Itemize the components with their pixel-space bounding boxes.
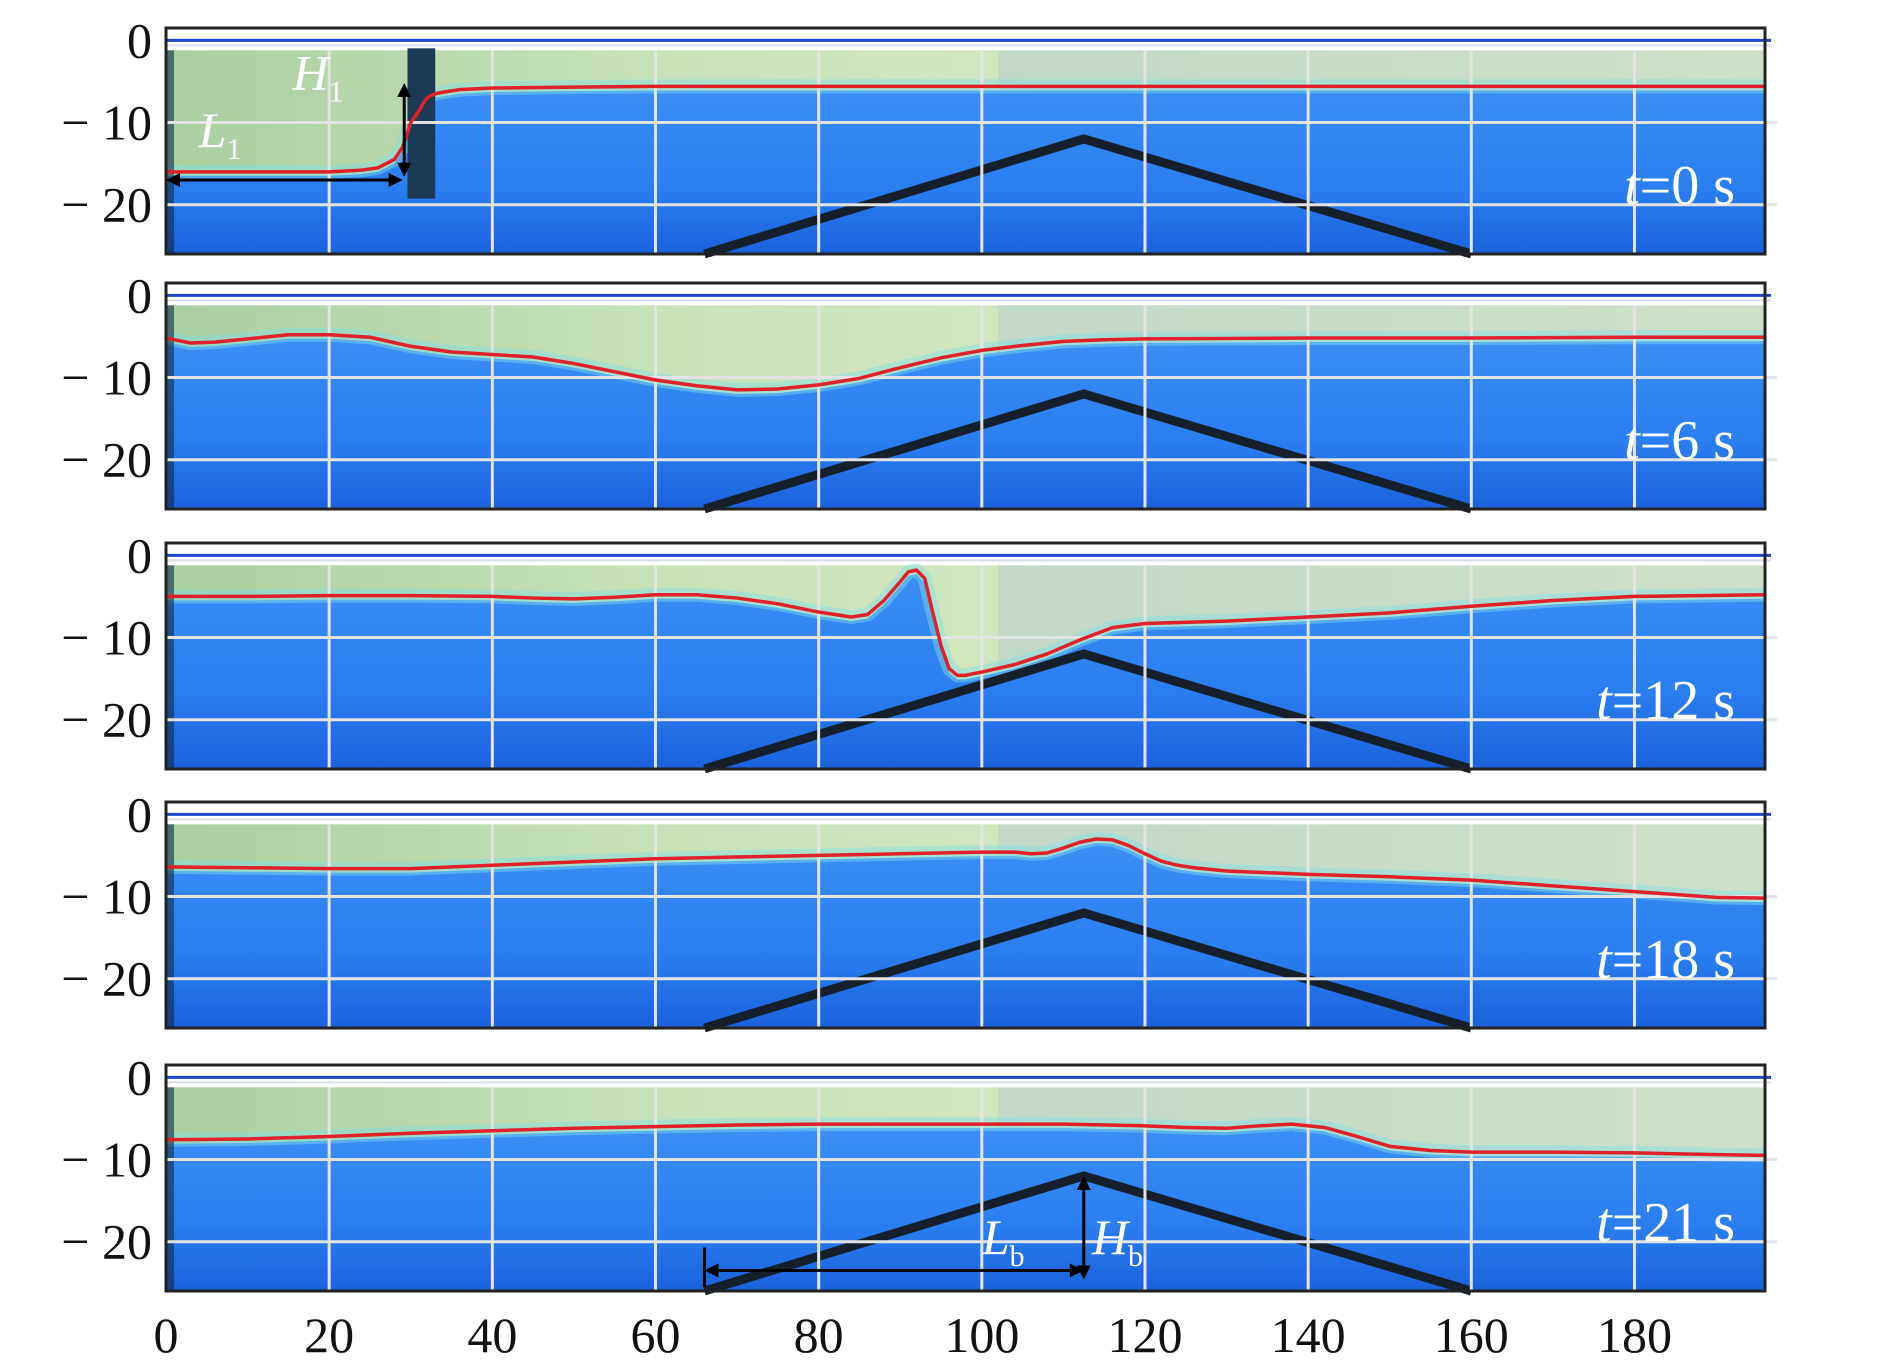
interface-line — [164, 1122, 1767, 1158]
x-tick-label: 20 — [304, 1307, 354, 1363]
left-wall — [166, 305, 174, 509]
x-tick-label: 180 — [1597, 1307, 1672, 1363]
left-wall — [166, 50, 174, 255]
arrow-head-left-icon — [166, 173, 180, 188]
obstacle-ridge — [703, 1171, 1473, 1296]
dense-fluid-region — [166, 842, 1765, 1028]
time-label: t=21 s — [1596, 1192, 1735, 1254]
panel: 0 − 10 − 20 t=0 s L1 H1 — [61, 12, 1777, 259]
interface-line — [164, 333, 1767, 392]
y-tick-label: 0 — [127, 527, 152, 583]
arrow-head-up-icon — [1076, 1175, 1091, 1190]
y-tick-label: − 20 — [61, 692, 152, 748]
obstacle-ridge — [703, 908, 1473, 1033]
interface-line — [164, 568, 1767, 678]
panel: 0 − 10 − 20 t=21 s Lb Hb — [61, 1049, 1777, 1296]
x-tick-label: 140 — [1271, 1307, 1346, 1363]
arrow-head-down-icon — [397, 162, 412, 177]
panel-frame — [164, 541, 1767, 771]
panel-frame — [164, 1063, 1767, 1293]
left-wall — [166, 565, 174, 769]
Lb-label: Lb — [981, 1209, 1025, 1273]
y-tick-label: − 20 — [61, 177, 152, 233]
left-wall — [166, 1087, 174, 1291]
arrow-head-left-icon — [704, 1263, 719, 1278]
x-tick-label: 0 — [154, 1307, 179, 1363]
interface-line — [164, 837, 1767, 900]
interface-line — [164, 84, 1767, 174]
panel-frame — [164, 800, 1767, 1030]
y-tick-label: − 10 — [61, 610, 152, 666]
Hb-label: Hb — [1091, 1209, 1143, 1273]
time-label: t=18 s — [1596, 929, 1735, 991]
y-tick-label: 0 — [127, 1049, 152, 1105]
x-tick-label: 60 — [630, 1307, 680, 1363]
time-label: t=6 s — [1624, 410, 1735, 472]
y-tick-label: − 10 — [61, 350, 152, 406]
y-tick-label: − 10 — [61, 95, 152, 151]
x-tick-label: 40 — [467, 1307, 517, 1363]
panel-frame — [164, 26, 1767, 256]
dense-fluid-region — [166, 338, 1765, 509]
H1-label: H1 — [291, 45, 343, 109]
x-tick-label: 160 — [1434, 1307, 1509, 1363]
arrow-head-up-icon — [397, 83, 412, 98]
obstacle-ridge — [703, 134, 1473, 259]
y-tick-label: 0 — [127, 12, 152, 68]
arrow-head-right-icon — [388, 173, 403, 188]
arrow-head-down-icon — [1076, 1265, 1091, 1280]
x-tick-label: 120 — [1107, 1307, 1182, 1363]
y-tick-label: − 10 — [61, 1132, 152, 1188]
left-wall — [166, 824, 174, 1028]
y-tick-label: − 20 — [61, 1214, 152, 1270]
panels-group: 0 − 10 − 20 t=0 s L1 H1 0 − 10 − 20 t=6 s 0 − 10 − 2… — [61, 12, 1777, 1296]
x-axis: 0 20 40 60 80 100 120 140 160 180 — [154, 1307, 1672, 1363]
arrow-head-right-icon — [1069, 1263, 1084, 1278]
y-tick-label: − 20 — [61, 951, 152, 1007]
panel: 0 − 10 − 20 t=12 s — [61, 527, 1777, 774]
y-tick-label: − 20 — [61, 432, 152, 488]
x-tick-label: 100 — [944, 1307, 1019, 1363]
obstacle-ridge — [703, 389, 1473, 514]
L1-label: L1 — [198, 102, 242, 166]
time-label: t=12 s — [1596, 670, 1735, 732]
x-tick-label: 80 — [794, 1307, 844, 1363]
panel: 0 − 10 − 20 t=18 s — [61, 786, 1777, 1033]
y-tick-label: − 10 — [61, 869, 152, 925]
panel-frame — [164, 281, 1767, 511]
y-tick-label: 0 — [127, 786, 152, 842]
obstacle-ridge — [703, 649, 1473, 774]
time-label: t=0 s — [1624, 155, 1735, 217]
y-tick-label: 0 — [127, 267, 152, 323]
panel: 0 − 10 − 20 t=6 s — [61, 267, 1777, 514]
